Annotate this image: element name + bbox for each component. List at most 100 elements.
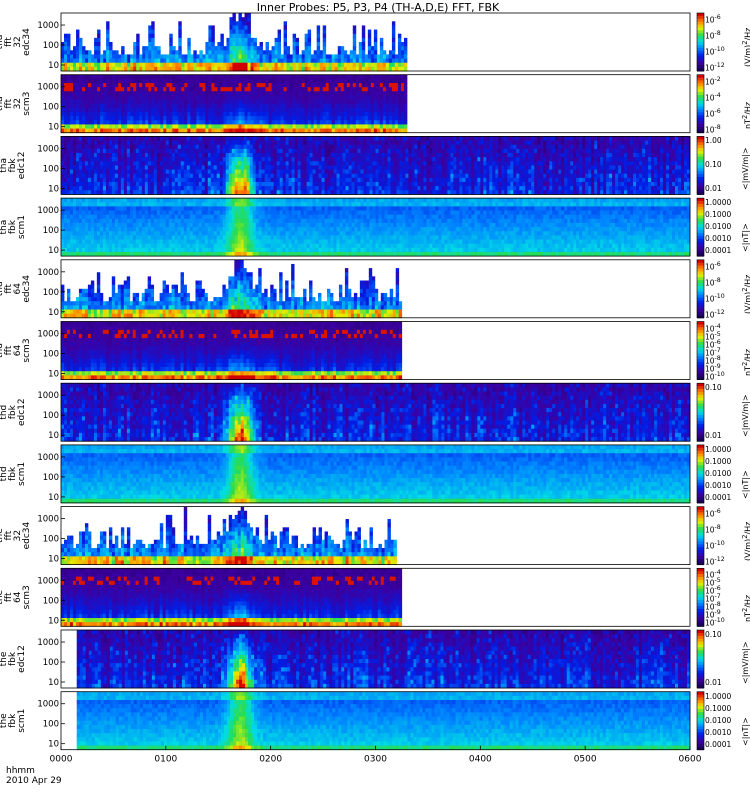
spectrogram-cell	[184, 170, 187, 175]
spectrogram-cell	[181, 186, 184, 191]
spectrogram-cell	[331, 178, 334, 183]
spectrogram-cell	[181, 63, 184, 68]
spectrogram-cell	[211, 42, 214, 47]
spectrogram-cell	[305, 54, 308, 59]
spectrogram-cell	[193, 141, 196, 146]
spectrogram-cell	[320, 100, 323, 105]
colorbar-segment	[697, 104, 704, 107]
spectrogram-cell	[543, 174, 546, 179]
spectrogram-cell	[178, 182, 181, 187]
spectrogram-cell	[305, 63, 308, 68]
spectrogram-cell	[292, 153, 295, 158]
spectrogram-cell	[322, 178, 325, 183]
spectrogram-cell	[79, 186, 82, 191]
spectrogram-cell	[205, 75, 208, 80]
colorbar-tick-text: 10-8	[705, 28, 741, 39]
spectrogram-cell	[244, 153, 247, 158]
spectrogram-cell	[540, 186, 543, 191]
spectrogram-cell	[268, 145, 271, 150]
spectrogram-cell	[322, 136, 325, 141]
spectrogram-cell	[61, 149, 64, 154]
spectrogram-cell	[97, 136, 100, 141]
spectrogram-cell	[232, 83, 235, 88]
spectrogram-cell	[100, 116, 103, 121]
spectrogram-cell	[223, 83, 226, 88]
spectrogram-cell	[353, 46, 356, 51]
spectrogram-cell	[184, 141, 187, 146]
spectrogram-cell	[349, 136, 352, 141]
spectrogram-cell	[311, 59, 314, 64]
spectrogram-cell	[289, 178, 292, 183]
spectrogram-cell	[260, 79, 263, 84]
spectrogram-cell	[266, 91, 269, 96]
spectrogram-cell	[142, 161, 145, 166]
spectrogram-cell	[307, 141, 310, 146]
spectrogram-cell	[136, 174, 139, 179]
spectrogram-cell	[175, 124, 178, 129]
spectrogram-cell	[263, 91, 266, 96]
spectrogram-cell	[275, 54, 278, 59]
spectrogram-cell	[70, 149, 73, 154]
spectrogram-cell	[334, 153, 337, 158]
spectrogram-cell	[130, 136, 133, 141]
spectrogram-cell	[91, 91, 94, 96]
spectrogram-cell	[263, 120, 266, 125]
spectrogram-cell	[374, 38, 377, 43]
spectrogram-cell	[121, 124, 124, 129]
spectrogram-cell	[217, 116, 220, 121]
spectrogram-cell	[88, 108, 91, 113]
spectrogram-cell	[395, 83, 398, 88]
spectrogram-cell	[142, 46, 145, 51]
spectrogram-cell	[238, 34, 241, 39]
spectrogram-cell	[169, 145, 172, 150]
spectrogram-cell	[338, 59, 341, 64]
spectrogram-cell	[368, 95, 371, 100]
spectrogram-cell	[121, 145, 124, 150]
spectrogram-cell	[519, 141, 522, 146]
spectrogram-cell	[340, 145, 343, 150]
spectrogram-cell	[70, 79, 73, 84]
spectrogram-cell	[232, 54, 235, 59]
spectrogram-cell	[350, 95, 353, 100]
colorbar-tick-text: 10-6	[705, 106, 741, 117]
spectrogram-cell	[404, 116, 407, 121]
spectrogram-cell	[61, 50, 64, 55]
spectrogram-cell	[534, 186, 537, 191]
spectrogram-cell	[130, 59, 133, 64]
spectrogram-cell	[374, 30, 377, 35]
spectrogram-cell	[558, 161, 561, 166]
spectrogram-cell	[271, 161, 274, 166]
spectrogram-cell	[163, 124, 166, 129]
spectrogram-cell	[404, 124, 407, 129]
spectrogram-cell	[278, 42, 281, 47]
spectrogram-cell	[359, 87, 362, 92]
colorbar-segment	[697, 16, 704, 19]
spectrogram-cell	[308, 100, 311, 105]
spectrogram-cell	[217, 59, 220, 64]
colorbar-segment	[697, 51, 704, 54]
spectrogram-cell	[540, 136, 543, 141]
spectrogram-cell	[223, 186, 226, 191]
spectrogram-cell	[402, 174, 405, 179]
spectrogram-cell	[350, 120, 353, 125]
spectrogram-cell	[248, 108, 251, 113]
spectrogram-cell	[163, 87, 166, 92]
spectrogram-cell	[178, 104, 181, 109]
spectrogram-cell	[274, 182, 277, 187]
spectrogram-cell	[328, 178, 331, 183]
spectrogram-cell	[269, 59, 272, 64]
spectrogram-cell	[133, 50, 136, 55]
spectrogram-cell	[311, 116, 314, 121]
spectrogram-cell	[373, 165, 376, 170]
spectrogram-cell	[118, 100, 121, 105]
spectrogram-cell	[381, 161, 384, 166]
spectrogram-cell	[187, 42, 190, 47]
spectrogram-cell	[238, 104, 241, 109]
spectrogram-cell	[121, 100, 124, 105]
spectrogram-cell	[208, 100, 211, 105]
spectrogram-cell	[323, 30, 326, 35]
spectrogram-cell	[338, 54, 341, 59]
spectrogram-cell	[492, 157, 495, 162]
spectrogram-cell	[157, 157, 160, 162]
spectrogram-cell	[284, 46, 287, 51]
